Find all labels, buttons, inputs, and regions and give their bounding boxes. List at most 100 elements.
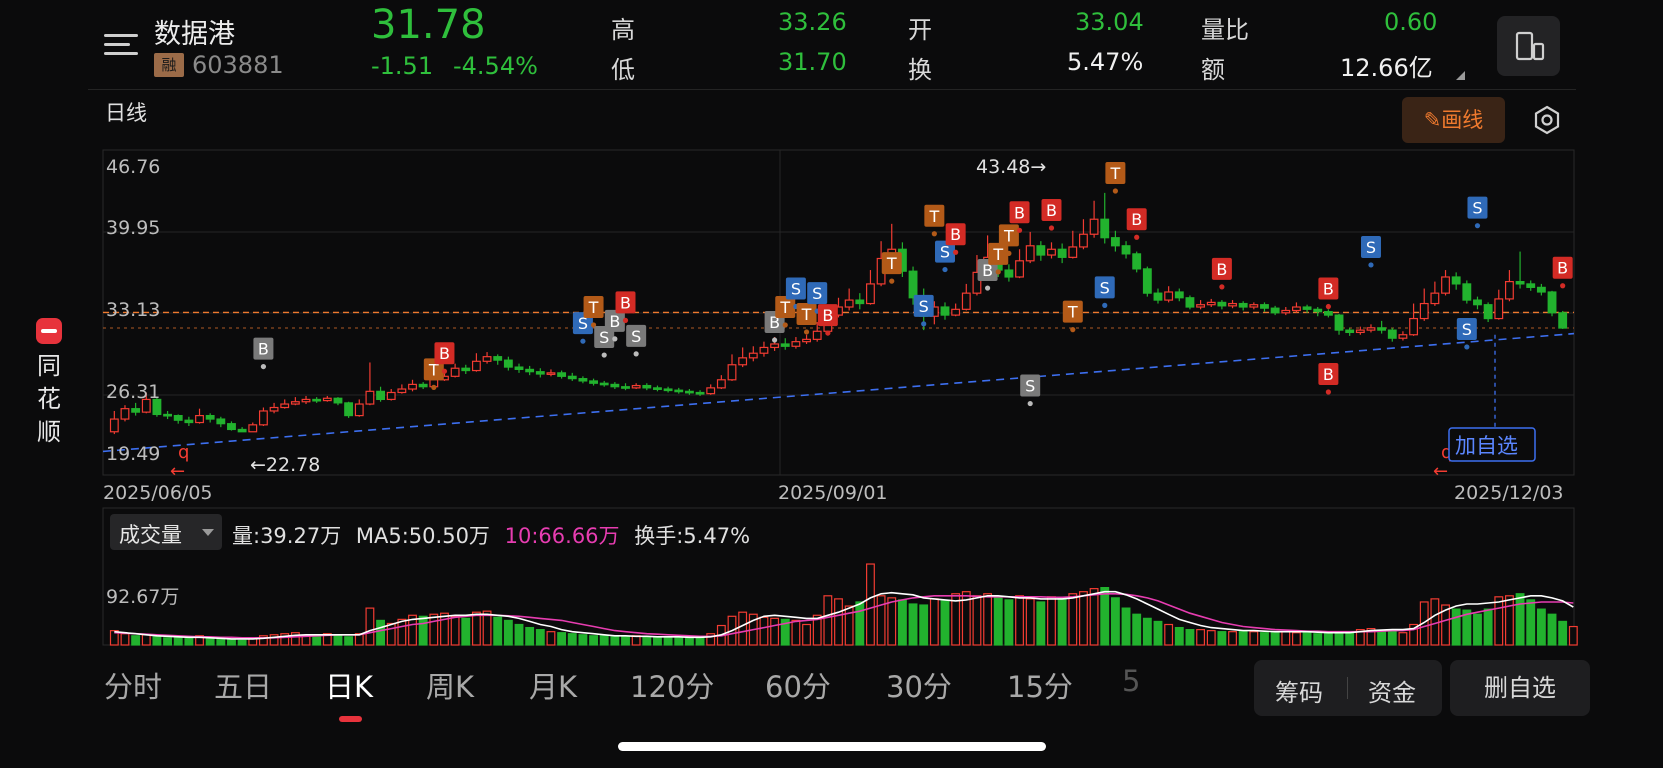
candle-body — [301, 398, 311, 403]
active-tab-indicator — [339, 716, 362, 722]
volume-bar — [237, 639, 247, 646]
tab-120min[interactable]: 120分 — [630, 670, 715, 704]
signal-marker-b: B — [604, 309, 625, 342]
y-tick-1: 46.76 — [106, 156, 160, 178]
volume-bar — [418, 615, 428, 646]
price-change-pct: -4.54% — [453, 52, 538, 80]
volume-bar — [1015, 595, 1024, 646]
volume-bar — [589, 635, 598, 646]
volume-bar — [961, 591, 971, 646]
signal-dot — [1006, 250, 1012, 256]
signal-marker-t: T — [988, 242, 1009, 275]
signal-marker-b: B — [1211, 257, 1232, 290]
candle-body — [1292, 306, 1301, 312]
signal-dot — [601, 352, 607, 358]
hexagon-settings-icon[interactable] — [1531, 104, 1563, 136]
candle-body — [791, 341, 801, 347]
tab-5day[interactable]: 五日 — [214, 670, 273, 704]
volume-bar — [855, 601, 865, 646]
volume-bar — [1526, 599, 1536, 646]
signal-letter: S — [1025, 377, 1035, 396]
signal-dot — [1048, 225, 1055, 231]
signal-dot — [441, 368, 448, 374]
tab-intraday[interactable]: 分时 — [104, 670, 163, 704]
tab-5min[interactable]: 5 — [1122, 664, 1141, 698]
volume-bar — [535, 629, 545, 646]
candle-body — [653, 387, 662, 390]
candle-body — [951, 308, 961, 316]
funds-button[interactable]: 资金 — [1368, 679, 1416, 707]
candle-body — [1164, 291, 1174, 301]
x-tick-1: 2025/06/05 — [103, 482, 213, 504]
signal-badge — [583, 296, 604, 319]
signal-dot — [1070, 327, 1076, 333]
volume-bar — [1100, 586, 1110, 646]
volume-bar — [344, 636, 354, 646]
tab-monthly-k[interactable]: 月K — [529, 670, 578, 704]
tab-weekly-k[interactable]: 周K — [426, 670, 475, 704]
signal-letter: S — [578, 314, 588, 333]
volume-bar — [109, 630, 119, 646]
signal-badge — [775, 296, 796, 319]
volume-bar — [834, 598, 843, 646]
candle-body — [1504, 281, 1514, 300]
low-label: 低 — [611, 56, 635, 84]
candle-body — [1473, 299, 1482, 306]
volume-bar — [163, 637, 173, 646]
candle-body — [354, 403, 364, 417]
candle-body — [642, 384, 652, 389]
volume-bar — [1483, 608, 1493, 646]
volume-bar — [1494, 596, 1504, 646]
signal-letter: T — [428, 360, 439, 379]
volume-bar — [791, 619, 801, 646]
volume-bar — [1206, 630, 1216, 646]
turnover-label: 换 — [908, 56, 932, 84]
remove-watchlist-button[interactable]: 删自选 — [1450, 660, 1590, 716]
chips-button[interactable]: 筹码 — [1275, 679, 1323, 707]
volume-bar — [184, 637, 194, 646]
volume-bar — [450, 615, 460, 646]
y-tick-5: 19.49 — [106, 443, 160, 465]
candle-body — [397, 388, 407, 394]
device-switch-icon[interactable] — [1497, 16, 1560, 76]
add-watchlist-label: 加自选 — [1455, 434, 1518, 458]
tab-daily-k[interactable]: 日K — [325, 670, 374, 704]
tab-15min[interactable]: 15分 — [1007, 670, 1073, 704]
candle-body — [706, 387, 716, 395]
signal-marker-s: S — [1360, 235, 1381, 268]
volume-bar — [631, 635, 641, 646]
expand-triangle-icon[interactable] — [1456, 71, 1465, 80]
indicator-select[interactable]: 成交量 — [110, 514, 222, 550]
candle-body — [216, 418, 226, 425]
candle-body — [120, 408, 130, 420]
draw-line-button[interactable]: ✎画线 — [1402, 97, 1505, 143]
signal-badge — [881, 252, 902, 275]
signal-marker-b: B — [615, 291, 636, 323]
volume-bar — [248, 638, 258, 646]
candle-body — [482, 356, 492, 362]
signal-badge — [785, 277, 806, 300]
signal-badge — [1467, 196, 1488, 219]
tab-60min[interactable]: 60分 — [765, 670, 831, 704]
volume-bar — [972, 595, 982, 646]
volume-bar — [780, 618, 790, 646]
candle-body — [940, 306, 950, 316]
volume-bar — [205, 637, 215, 646]
stock-code: 603881 — [192, 51, 284, 79]
volume-bar — [216, 638, 226, 646]
candle-body — [237, 428, 247, 433]
open-label: 开 — [908, 16, 932, 44]
signal-dot — [995, 269, 1001, 275]
signal-badge — [615, 291, 636, 314]
volume-bar — [354, 633, 364, 646]
menu-icon[interactable] — [104, 30, 138, 60]
candle-body — [471, 360, 481, 372]
candle-body — [280, 403, 290, 409]
candle-body — [1387, 329, 1397, 339]
signal-badge — [1552, 256, 1573, 279]
quote-header: 数据港 融 603881 31.78 -1.51 -4.54% 高 33.26 … — [88, 0, 1576, 90]
candle-body — [1441, 276, 1450, 294]
add-watchlist-button[interactable]: 加自选 — [1448, 427, 1536, 462]
tab-30min[interactable]: 30分 — [886, 670, 952, 704]
